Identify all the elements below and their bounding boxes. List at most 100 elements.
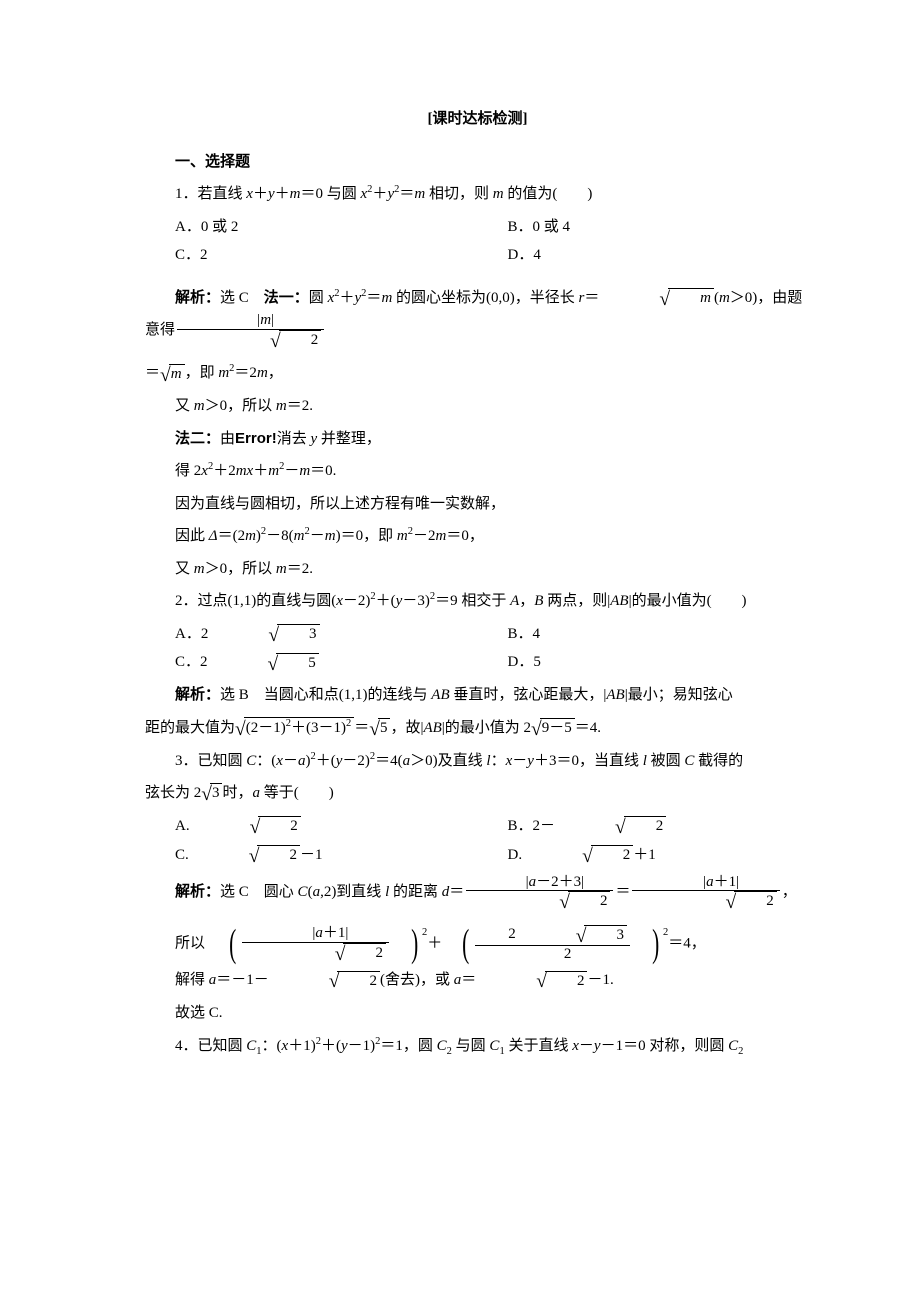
sqrt: 2 [665,891,776,911]
var: y [341,1038,348,1054]
var: A [510,593,519,609]
text: ＝ [399,186,414,202]
text: － [579,1038,594,1054]
radicand: 2 [545,971,588,990]
denominator: 2 [177,330,324,350]
numerator: 23 [475,925,630,946]
paren-left: ( [212,926,236,961]
radicand: 9－5 [540,718,575,737]
var: m [276,398,287,414]
q2-stem: 2．过点(1,1)的直线与圆(x－2)2＋(y－3)2＝9 相交于 A，B 两点… [145,587,810,616]
text: ， [782,883,797,899]
sqrt: 2 [275,943,386,963]
opt-a: A．23 [145,620,478,649]
text: D. [508,847,523,863]
q3-sol-2: 所以 (|a＋1|2)2＋(232)2＝4， [145,923,810,963]
text: C. [175,847,189,863]
text: ＝2. [287,398,313,414]
section-heading: 一、选择题 [145,148,810,177]
opt-c: C.2－1 [145,841,478,870]
var: a [313,883,321,899]
q3-sol-3: 解得 a＝－1－2(舍去)，或 a＝2－1. [145,966,810,995]
text: 与圆 [452,1038,490,1054]
var: C [246,753,256,769]
q1-sol-1: 解析：选 C 法一：圆 x2＋y2＝m 的圆心坐标为(0,0)，半径长 r＝m(… [145,284,810,350]
var: C [437,1038,447,1054]
text: 时， [222,785,252,801]
q3-stem-2: 弦长为 23时，a 等于( ) [145,779,810,808]
text: －1＝0 对称，则圆 [601,1038,729,1054]
radicand: 5 [378,718,391,737]
fraction: 232 [475,925,630,962]
q1-sol-7: 因此 Δ＝(2m)2－8(m2－m)＝0，即 m2－2m＝0， [145,522,810,551]
var: y [527,753,534,769]
radicand: 3 [584,925,627,944]
var: x [336,593,343,609]
text: B．2－ [508,818,556,834]
opt-a: A．0 或 2 [145,213,478,242]
text: 2 [508,926,516,942]
text: ，即 [185,365,219,381]
sqrt: 2 [189,841,300,870]
text: ＋(3－1) [291,720,346,736]
radicand: 2 [343,943,386,962]
sub: 2 [738,1046,743,1057]
sol-label: 解析： [175,883,220,899]
q3-sol-4: 故选 C. [145,999,810,1028]
text: ＋ [372,186,387,202]
opt-b: B．4 [478,620,811,649]
q3-stem-1: 3．已知圆 C：(x－a)2＋(y－2)2＝4(a＞0)及直线 l：x－y＋3＝… [145,747,810,776]
radicand: 3 [210,783,223,802]
radicand: 2 [258,816,301,835]
error-text: Error! [235,430,277,447]
sup: 2 [346,718,351,729]
q3-options: A.2 B．2－2 C.2－1 D.2＋1 [145,812,810,870]
var: m [276,561,287,577]
var: C [684,753,694,769]
sqrt: 5 [208,649,319,678]
var-m: m [414,186,425,202]
sqrt: 2 [210,330,321,350]
denominator: 2 [466,891,613,911]
var: x [276,753,283,769]
text: ＝1，圆 [380,1038,436,1054]
numerator: |a＋1| [242,925,389,943]
text: 被圆 [647,753,685,769]
text: ＝ [461,972,476,988]
text: ＝(2 [218,528,246,544]
sqrt: 3 [201,779,222,808]
var: m [325,528,336,544]
opt-d: D.2＋1 [478,841,811,870]
q2-sol-1: 解析：选 B 当圆心和点(1,1)的连线与 AB 垂直时，弦心距最大，|AB|最… [145,681,810,710]
text: (2－1) [246,720,286,736]
radicand: 2 [279,330,322,349]
text: ＝0. [310,463,336,479]
text: ＞0，所以 [205,398,276,414]
numerator: |m| [177,312,324,330]
radicand: 2 [591,845,634,864]
var: AB [423,720,441,736]
sqrt: 2 [269,967,380,996]
radicand: 2 [337,971,380,990]
text: |最小；易知弦心 [625,687,733,703]
sol-ans: 选 C [220,883,264,899]
text: 3．已知圆 [175,753,246,769]
text: ＝4( [375,753,403,769]
paren-left: ( [446,926,470,961]
q1-sol-4: 法二：由Error!消去 y 并整理， [145,425,810,454]
text: 两点，则| [543,593,610,609]
var: m [719,290,730,306]
opt-d: D．5 [478,648,811,677]
text: － [512,753,527,769]
text: 并整理， [317,431,381,447]
text: 2．过点(1,1)的直线与圆( [175,593,336,609]
var: x [572,1038,579,1054]
text: ， [519,593,534,609]
opt-b: B．2－2 [478,812,811,841]
text: ＝9 相交于 [435,593,510,609]
var: m [435,528,446,544]
var: C [298,883,308,899]
paren-right: ) [636,926,660,961]
text: －1. [587,972,613,988]
var: m [294,528,305,544]
